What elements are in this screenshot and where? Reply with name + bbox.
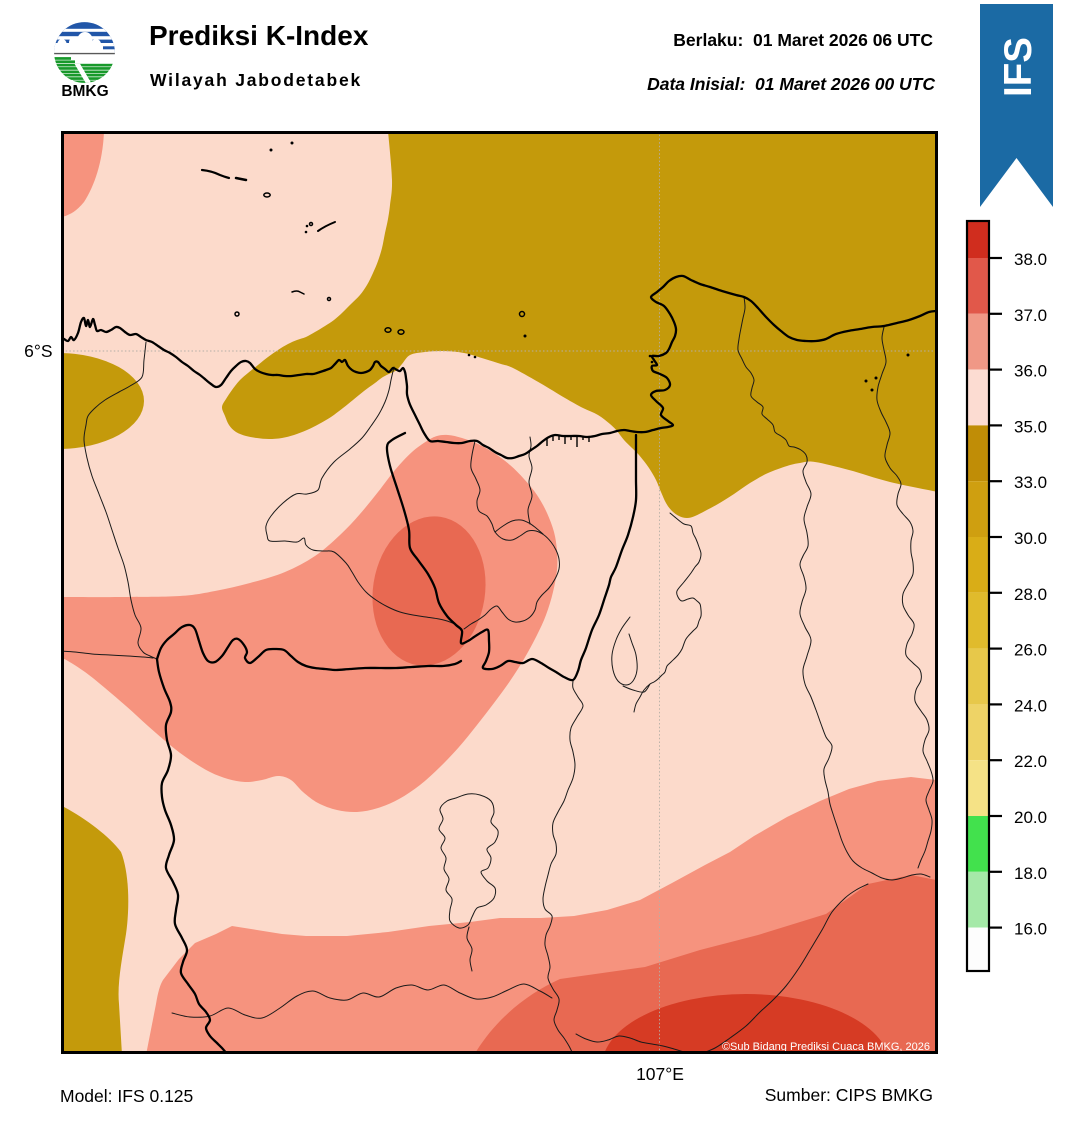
svg-text:35.0: 35.0 (1014, 417, 1047, 436)
svg-text:18.0: 18.0 (1014, 864, 1047, 883)
svg-text:28.0: 28.0 (1014, 585, 1047, 604)
svg-text:22.0: 22.0 (1014, 752, 1047, 771)
svg-text:36.0: 36.0 (1014, 362, 1047, 381)
svg-text:BMKG: BMKG (61, 83, 108, 100)
svg-text:30.0: 30.0 (1014, 529, 1047, 548)
svg-text:Wilayah Jabodetabek: Wilayah Jabodetabek (150, 70, 362, 90)
svg-text:6°S: 6°S (24, 341, 52, 361)
svg-text:107°E: 107°E (636, 1064, 684, 1084)
svg-text:37.0: 37.0 (1014, 306, 1047, 325)
svg-text:38.0: 38.0 (1014, 250, 1047, 269)
svg-text:24.0: 24.0 (1014, 696, 1047, 715)
svg-text:Berlaku: 01 Maret 2026 06 UTC: Berlaku: 01 Maret 2026 06 UTC (673, 30, 933, 50)
svg-text:33.0: 33.0 (1014, 473, 1047, 492)
svg-text:Prediksi K-Index: Prediksi K-Index (149, 20, 369, 51)
svg-text:Sumber: CIPS BMKG: Sumber: CIPS BMKG (765, 1085, 933, 1105)
svg-text:16.0: 16.0 (1014, 920, 1047, 939)
svg-text:IFS: IFS (997, 37, 1040, 97)
svg-text:Model: IFS 0.125: Model: IFS 0.125 (60, 1086, 193, 1106)
svg-text:20.0: 20.0 (1014, 808, 1047, 827)
svg-text:26.0: 26.0 (1014, 641, 1047, 660)
svg-text:©Sub Bidang Prediksi Cuaca BMK: ©Sub Bidang Prediksi Cuaca BMKG, 2026 (722, 1041, 930, 1053)
svg-text:Data Inisial: 01 Maret 2026 0: Data Inisial: 01 Maret 2026 00 UTC (647, 74, 935, 94)
